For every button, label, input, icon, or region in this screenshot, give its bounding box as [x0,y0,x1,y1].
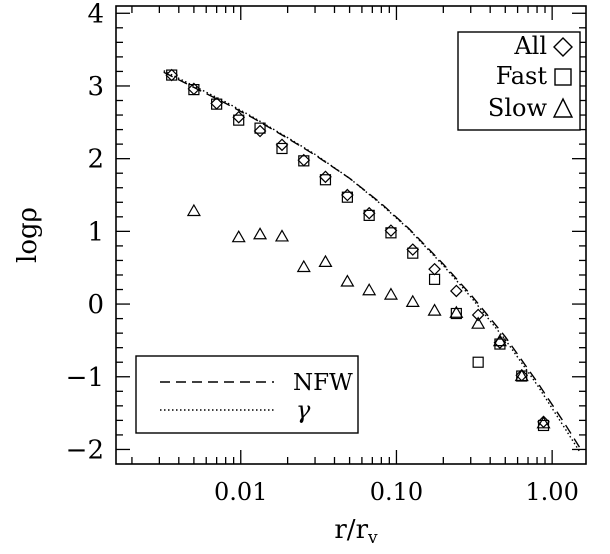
marker-legend-box [457,31,581,131]
point-slow [253,227,268,240]
point-fast [537,419,550,432]
curve-gamma [163,70,581,452]
y-tick-label: 3 [87,72,104,102]
point-all [471,308,485,322]
point-fast [385,227,397,239]
legend-label-nfw: NFW [293,370,353,396]
x-axis-label-main: r/r [334,515,368,545]
triangle-icon [552,97,574,118]
point-fast [428,273,441,285]
point-all [406,243,420,256]
point-slow [186,203,201,217]
y-tick-label: 0 [87,290,104,320]
point-fast [341,191,353,203]
point-slow [318,254,333,267]
point-all [232,110,246,124]
point-all [428,262,441,276]
legend-label-slow: Slow [488,94,548,122]
point-fast [450,307,462,320]
point-fast [233,114,245,126]
point-slow [471,316,486,329]
point-all [275,138,289,152]
point-slow [383,287,398,300]
point-fast [166,69,178,81]
square-icon [554,68,572,86]
point-all [384,224,398,237]
legend-markers [552,37,574,118]
point-slow [449,305,464,318]
point-fast [298,155,310,167]
axis-ticks: 0.01 0.10 1.00 −2 −1 0 1 2 3 4 [66,0,586,506]
x-tick-label: 0.01 [214,478,267,506]
point-slow [405,294,420,307]
y-tick-label: −1 [66,363,104,393]
point-all [362,206,376,220]
point-slow [536,416,551,429]
x-tick-label: 1.00 [525,478,578,506]
x-tick-label: 0.10 [370,478,423,506]
plot-frame [115,5,587,465]
line-legend-box [135,355,359,434]
legend-label-gamma: γ [296,396,311,424]
point-slow [274,229,290,242]
legend-label-fast: Fast [496,62,548,90]
point-all [253,124,267,138]
x-axis-label: r/rv [334,515,378,548]
point-all [319,170,332,184]
marker-legend: All Fast Slow [457,31,581,131]
point-slow [340,274,355,287]
y-tick-label: 4 [87,0,104,29]
point-fast [319,174,332,186]
point-all [341,188,354,202]
point-fast [407,247,419,259]
point-fast [363,209,375,221]
y-tick-label: −2 [66,435,104,465]
diamond-icon [553,37,573,57]
y-tick-label: 1 [87,217,104,247]
legend-label-all: All [513,32,547,60]
point-slow [492,333,507,347]
y-tick-label: 2 [87,145,104,175]
x-axis-label-subscript: v [367,528,378,548]
y-axis-label: logρ [13,207,43,263]
point-slow [296,259,311,273]
point-fast [276,142,288,155]
point-fast [211,98,223,110]
point-slow [231,229,246,243]
point-all [449,284,463,298]
point-fast [188,84,200,96]
curve-nfw [163,71,581,448]
point-slow [514,368,529,382]
model-curves [163,70,581,452]
point-slow [362,283,377,296]
point-fast [254,122,266,134]
point-slow [427,303,442,316]
point-fast [472,356,484,368]
line-legend: NFW γ [135,355,359,434]
data-points [165,68,551,432]
